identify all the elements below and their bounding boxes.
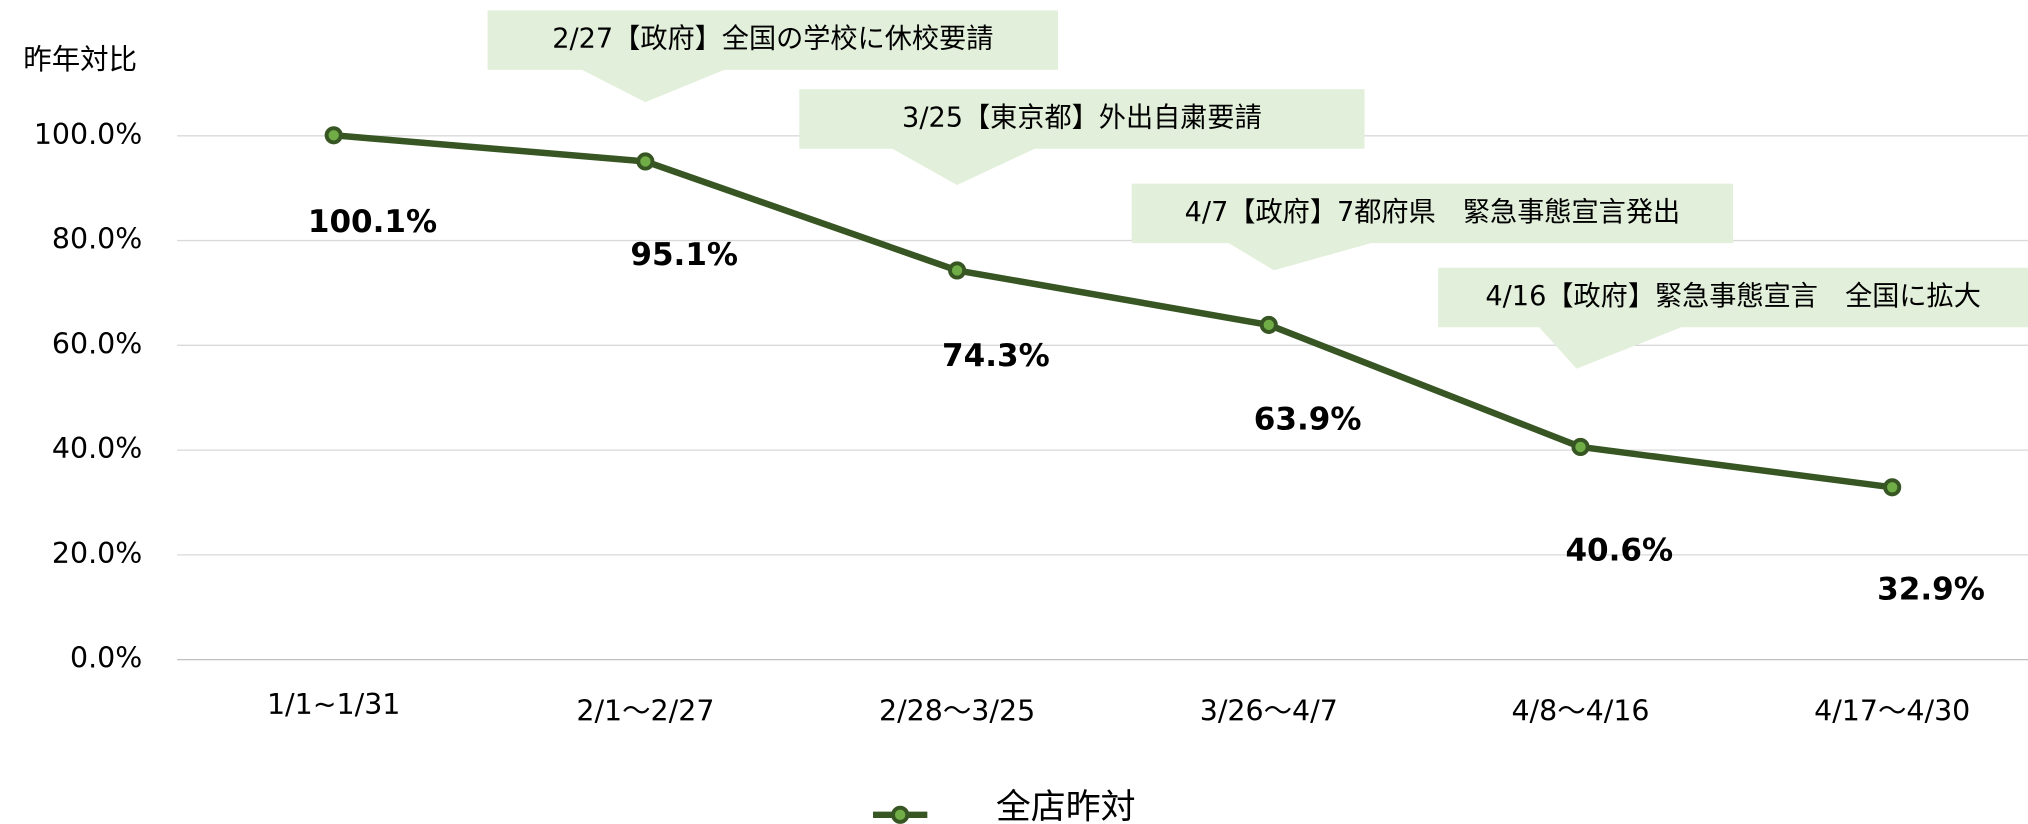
- x-tick-label: 4/17～4/30: [1814, 695, 1970, 728]
- point: [1883, 478, 1902, 497]
- annotation-callout: [1438, 267, 2028, 369]
- data-label: 100.1%: [308, 204, 437, 240]
- annotation: 3/25【東京都】外出自粛要請: [902, 102, 1262, 133]
- annotation-callout: [799, 89, 1365, 185]
- annotation-callout: [487, 10, 1058, 103]
- point: [948, 261, 967, 280]
- y-tick-label: 0.0%: [70, 642, 142, 675]
- y-tick-label: 80.0%: [52, 223, 142, 256]
- legend-marker: [891, 805, 910, 824]
- data-label: 74.3%: [942, 338, 1050, 374]
- x-tick-label: 2/28～3/25: [879, 695, 1035, 728]
- point: [1259, 315, 1278, 334]
- x-tick-label: 2/1～2/27: [576, 695, 714, 728]
- data-label: 95.1%: [630, 237, 738, 273]
- point: [1571, 437, 1590, 457]
- annotation: 4/7【政府】7都府県 緊急事態宣言発出: [1185, 197, 1680, 228]
- annotation: 2/27【政府】全国の学校に休校要請: [552, 24, 993, 55]
- y-tick-label: 40.0%: [52, 432, 142, 465]
- x-tick-label: 3/26～4/7: [1200, 695, 1338, 728]
- y-axis-label: 昨年対比: [23, 43, 137, 76]
- y-tick-label: 20.0%: [52, 537, 142, 570]
- y-tick-label: 60.0%: [52, 327, 142, 360]
- point: [324, 126, 343, 145]
- point: [636, 152, 655, 171]
- y-tick-label: 100.0%: [34, 118, 142, 151]
- x-tick-label: 4/8～4/16: [1511, 695, 1649, 728]
- data-label: 63.9%: [1254, 402, 1362, 438]
- x-tick-label: 1/1~1/31: [267, 688, 400, 721]
- line: [333, 132, 1893, 491]
- annotation: 4/16【政府】緊急事態宣言 全国に拡大: [1485, 281, 1980, 312]
- data-label: 32.9%: [1877, 572, 1985, 608]
- data-label: 40.6%: [1565, 533, 1673, 569]
- annotation-callout: [1131, 183, 1734, 271]
- legend-label: 全店昨対: [996, 787, 1136, 824]
